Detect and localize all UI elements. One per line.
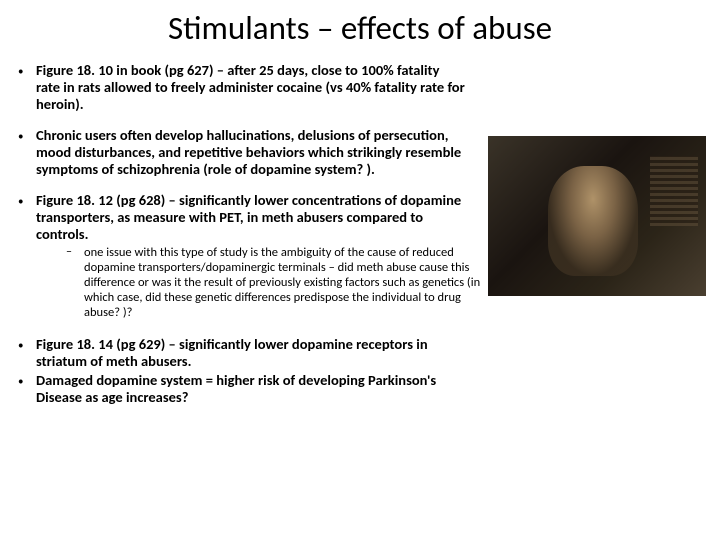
bullet-item: • Figure 18. 10 in book (pg 627) – after… bbox=[18, 62, 702, 113]
bullet-item: • Damaged dopamine system = higher risk … bbox=[18, 372, 702, 406]
bullet-text: Figure 18. 10 in book (pg 627) – after 2… bbox=[36, 62, 466, 113]
bullet-item: • Figure 18. 14 (pg 629) – significantly… bbox=[18, 336, 702, 370]
slide-title: Stimulants – effects of abuse bbox=[0, 0, 720, 62]
bullet-text: Damaged dopamine system = higher risk of… bbox=[36, 372, 466, 406]
bullet-marker: • bbox=[18, 192, 36, 243]
sub-bullet-text: one issue with this type of study is the… bbox=[84, 245, 484, 320]
bullet-marker: • bbox=[18, 372, 36, 406]
bullet-text: Chronic users often develop hallucinatio… bbox=[36, 127, 466, 178]
bullet-text: Figure 18. 14 (pg 629) – significantly l… bbox=[36, 336, 466, 370]
bullet-marker: • bbox=[18, 62, 36, 113]
bullet-marker: • bbox=[18, 127, 36, 178]
bullet-marker: • bbox=[18, 336, 36, 370]
movie-still-photo bbox=[488, 136, 706, 296]
sub-bullet-marker: – bbox=[66, 245, 84, 320]
bullet-text: Figure 18. 12 (pg 628) – significantly l… bbox=[36, 192, 466, 243]
